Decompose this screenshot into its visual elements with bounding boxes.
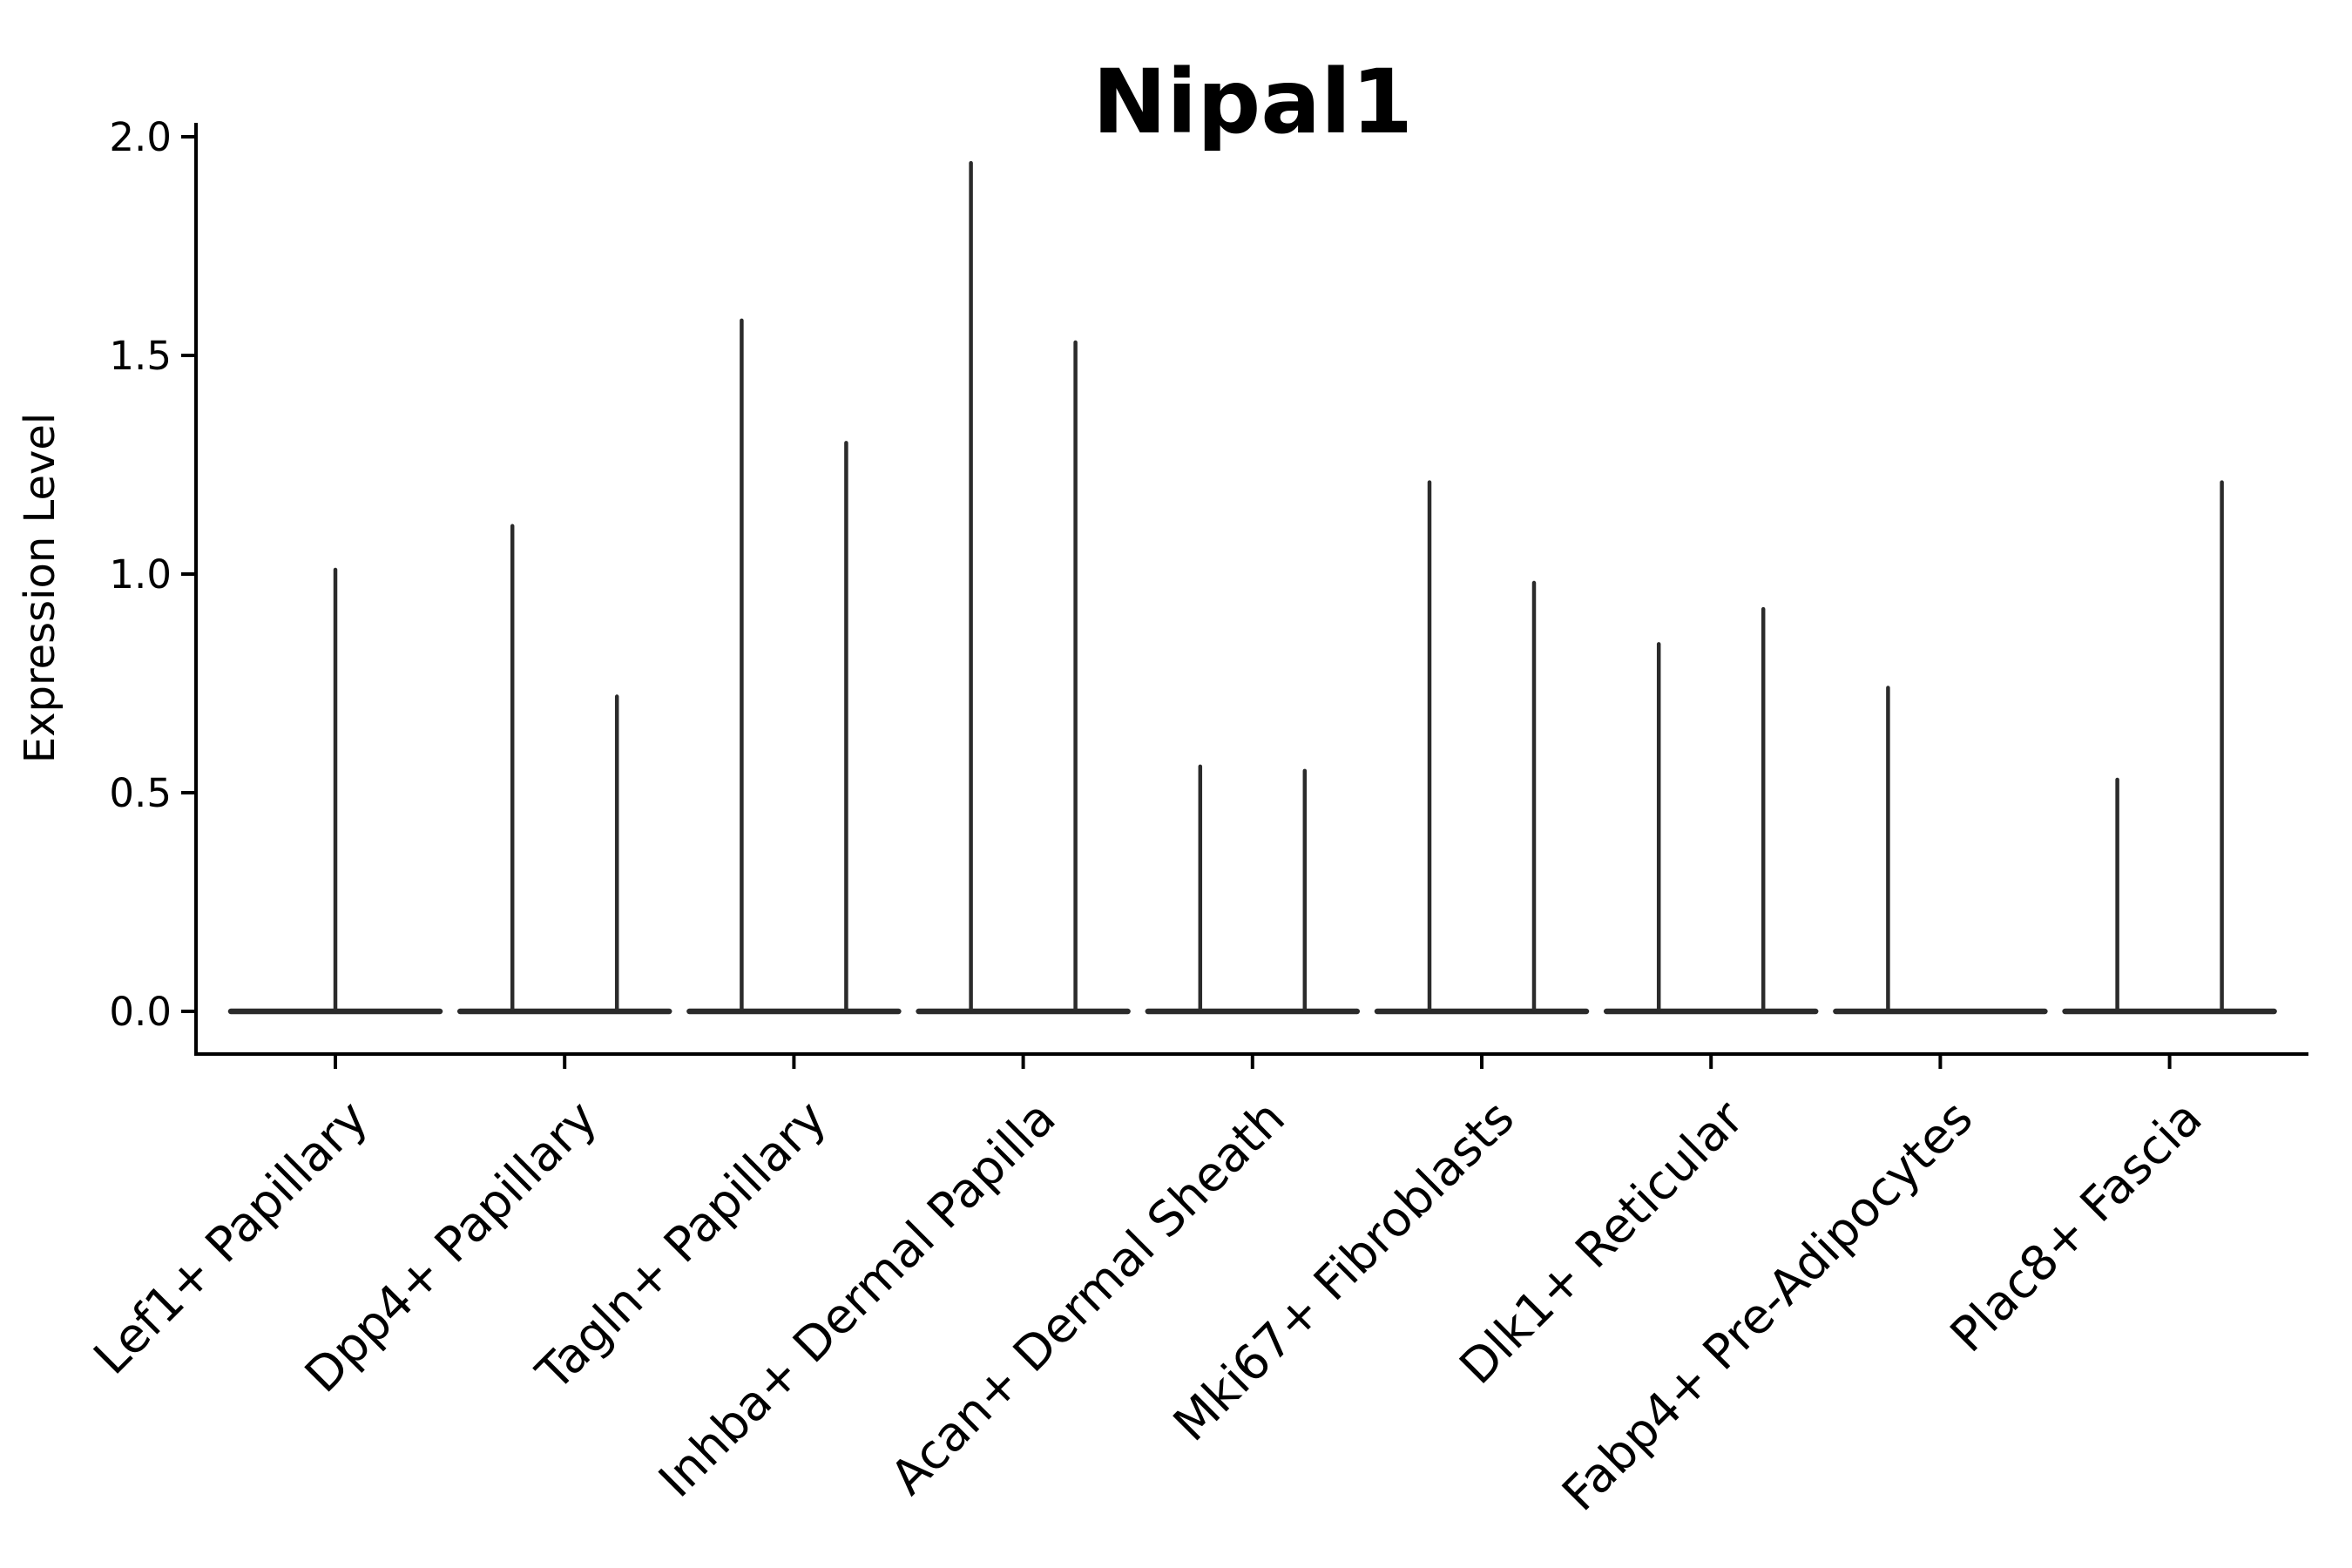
x-tick-label: Inhba+ Dermal Papilla	[648, 1090, 1066, 1508]
y-tick-label: 1.0	[109, 551, 172, 598]
axes-layer: 0.0 0.5 1.0 1.5 2.0	[109, 114, 2308, 1069]
y-tick-label: 0.0	[109, 989, 172, 1035]
x-tick-label: Acan+ Dermal Sheath	[880, 1090, 1295, 1505]
y-tick-label: 2.0	[109, 114, 172, 160]
y-axis-label: Expression Level	[16, 413, 64, 764]
x-tick-label: Fabp4+ Pre-Adipocytes	[1551, 1090, 1984, 1522]
chart-title: Nipal1	[1092, 51, 1413, 154]
y-tick-label: 1.5	[109, 333, 172, 379]
violin-layer	[227, 160, 2277, 1015]
y-tick-label: 0.5	[109, 770, 172, 816]
